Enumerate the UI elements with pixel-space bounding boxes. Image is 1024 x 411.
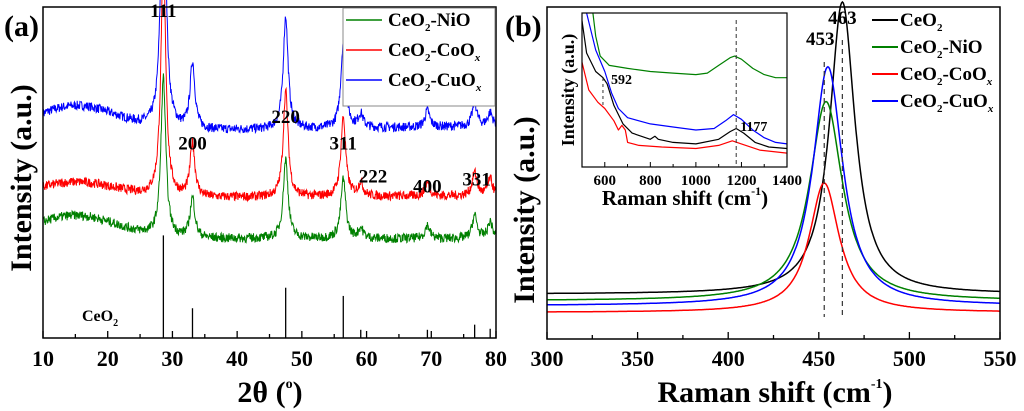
inset-x-tick-label: 800 bbox=[639, 173, 662, 189]
inset-x-tick-label: 1000 bbox=[681, 173, 711, 189]
legend-label: CeO2-CoOx bbox=[388, 40, 481, 64]
panel-b-curves bbox=[547, 0, 1000, 313]
panel-a-reference-lines bbox=[162, 235, 491, 338]
inset-x-ticks: 600 800 1000 1200 1400 bbox=[581, 162, 802, 189]
panel-a: (a) Intensity (a.u.) CeO2 111 200 220 31122… bbox=[4, 0, 507, 409]
panel-a-curves bbox=[42, 0, 497, 244]
series-ceo2 bbox=[547, 0, 1000, 295]
x-tick-label: 300 bbox=[531, 346, 564, 371]
inset-peak-labels: 592 1177 bbox=[602, 20, 767, 167]
peak-label-463: 463 bbox=[828, 8, 857, 29]
x-tick-label: 400 bbox=[712, 346, 745, 371]
panel-b-legend: CeO2 CeO2-NiO CeO2-CoOx CeO2-CuOx bbox=[872, 10, 994, 115]
x-tick-label: 40 bbox=[226, 346, 248, 371]
x-tick-label: 10 bbox=[32, 346, 54, 371]
inset-peak-label-592: 592 bbox=[611, 73, 632, 88]
inset-series-ceo2-cuox bbox=[586, 12, 788, 145]
inset-x-axis-title: Raman shift (cm-1) bbox=[602, 184, 768, 210]
panel-a-x-axis-title: 2θ (o) bbox=[237, 376, 302, 409]
peak-label-331: 331 bbox=[462, 170, 491, 191]
x-tick-label: 70 bbox=[420, 346, 442, 371]
inset-series-ceo2 bbox=[581, 20, 788, 150]
x-tick-label: 550 bbox=[984, 346, 1017, 371]
legend-label: CeO2-NiO bbox=[900, 37, 983, 61]
series-ceo2-cuox bbox=[42, 0, 497, 135]
panel-b-x-axis-title: Raman shift (cm-1) bbox=[658, 376, 893, 409]
panel-a-x-ticks: 10 20 30 40 50 60 70 80 bbox=[32, 331, 507, 371]
inset-frame bbox=[581, 12, 788, 168]
x-tick-label: 30 bbox=[161, 346, 183, 371]
inset-x-tick-label: 1400 bbox=[772, 173, 802, 189]
panel-a-reference-label: CeO2 bbox=[82, 308, 118, 329]
legend-label: CeO2 bbox=[900, 10, 943, 34]
inset-series-ceo2-nio bbox=[592, 12, 787, 79]
peak-label-111: 111 bbox=[150, 1, 176, 22]
panel-a-legend-box bbox=[342, 7, 496, 107]
panel-b-label: (b) bbox=[505, 10, 542, 43]
inset-y-axis-title: Intensity (a.u.) bbox=[558, 34, 579, 147]
inset-peak-label-1177: 1177 bbox=[740, 120, 767, 135]
series-ceo2-nio bbox=[42, 73, 497, 244]
x-tick-label: 80 bbox=[485, 346, 507, 371]
panel-a-label: (a) bbox=[4, 10, 39, 43]
x-tick-label: 350 bbox=[621, 346, 654, 371]
peak-label-200: 200 bbox=[178, 133, 207, 154]
x-tick-label: 450 bbox=[802, 346, 835, 371]
series-ceo2-coox bbox=[547, 182, 1000, 313]
panel-a-legend: CeO2-NiO CeO2-CoOx CeO2-CuOx bbox=[342, 7, 496, 107]
peak-label-311: 311 bbox=[330, 133, 357, 154]
inset-series-ceo2-coox bbox=[581, 62, 788, 154]
inset-curves bbox=[581, 12, 788, 154]
peak-label-222: 222 bbox=[359, 166, 388, 187]
peak-label-220: 220 bbox=[271, 107, 300, 128]
panel-a-y-axis-title: Intensity (a.u.) bbox=[5, 84, 38, 272]
inset-x-tick-label: 1200 bbox=[726, 173, 756, 189]
x-tick-label: 50 bbox=[291, 346, 313, 371]
peak-label-400: 400 bbox=[413, 176, 442, 197]
legend-label: CeO2-CoOx bbox=[900, 64, 993, 88]
panel-b-y-axis-title: Intensity (a.u.) bbox=[508, 116, 541, 304]
inset-x-tick-label: 600 bbox=[594, 173, 617, 189]
x-tick-label: 500 bbox=[893, 346, 926, 371]
legend-label: CeO2-CuOx bbox=[900, 91, 994, 115]
series-ceo2-coox bbox=[42, 0, 497, 203]
peak-label-453: 453 bbox=[806, 29, 835, 50]
legend-label: CeO2-NiO bbox=[388, 10, 471, 34]
legend-label: CeO2-CuOx bbox=[388, 70, 482, 94]
panel-b-x-ticks: 300 350 400 450 500 550 bbox=[531, 332, 1017, 371]
series-ceo2-cuox bbox=[547, 65, 1000, 306]
panel-b-inset: Intensity (a.u.) 592 1177 600 800 1000 1200 1… bbox=[558, 12, 802, 210]
series-ceo2-nio bbox=[547, 100, 1000, 301]
x-tick-label: 60 bbox=[356, 346, 378, 371]
x-tick-label: 20 bbox=[97, 346, 119, 371]
